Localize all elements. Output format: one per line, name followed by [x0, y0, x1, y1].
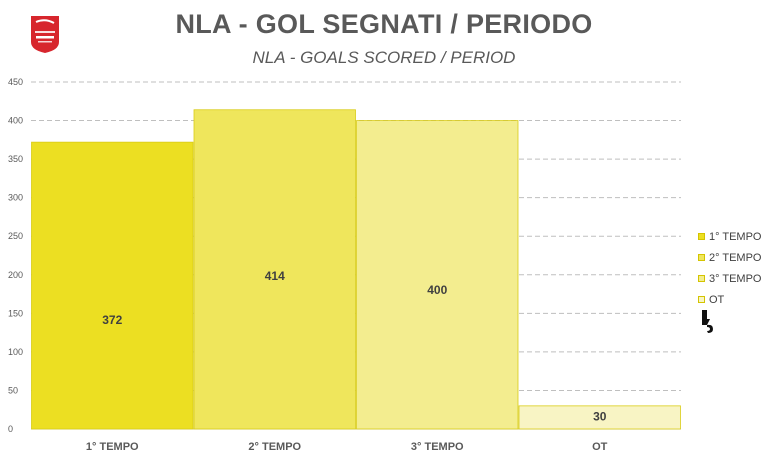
chart-legend: 1° TEMPO 2° TEMPO 3° TEMPO OT [698, 226, 762, 310]
bar [518, 405, 681, 430]
y-tick-label: 200 [8, 270, 23, 280]
y-tick-label: 450 [8, 77, 23, 87]
y-tick-label: 300 [8, 193, 23, 203]
y-tick-label: 350 [8, 154, 23, 164]
y-tick-label: 100 [8, 347, 23, 357]
y-tick-label: 250 [8, 231, 23, 241]
legend-label: 1° TEMPO [709, 230, 762, 243]
y-tick-label: 150 [8, 308, 23, 318]
legend-item: 2° TEMPO [698, 247, 762, 268]
y-tick-label: 50 [8, 385, 18, 395]
legend-item: OT [698, 289, 762, 310]
chart-subtitle: NLA - GOALS SCORED / PERIOD [252, 48, 516, 67]
x-tick-label: 1° TEMPO [86, 441, 139, 453]
bar [31, 141, 194, 430]
y-tick-label: 0 [8, 424, 13, 434]
data-label: 400 [427, 283, 447, 297]
bar [193, 109, 356, 430]
bar [356, 120, 519, 430]
y-tick-label: 400 [8, 116, 23, 126]
legend-label: OT [709, 293, 725, 306]
x-tick-label: 3° TEMPO [411, 441, 464, 453]
chart-title: NLA - GOL SEGNATI / PERIODO [175, 9, 593, 39]
legend-swatch [698, 296, 705, 303]
legend-swatch [698, 275, 705, 282]
data-label: 30 [593, 409, 607, 423]
legend-swatch [698, 233, 705, 240]
legend-label: 3° TEMPO [709, 272, 762, 285]
data-label: 372 [102, 313, 122, 327]
hand-pointer-icon [702, 310, 713, 333]
legend-item: 3° TEMPO [698, 268, 762, 289]
national-league-logo [31, 16, 59, 53]
legend-swatch [698, 254, 705, 261]
legend-item: 1° TEMPO [698, 226, 762, 247]
data-label: 414 [265, 269, 285, 283]
legend-label: 2° TEMPO [709, 251, 762, 264]
x-tick-label: OT [592, 441, 608, 453]
x-tick-label: 2° TEMPO [248, 441, 301, 453]
